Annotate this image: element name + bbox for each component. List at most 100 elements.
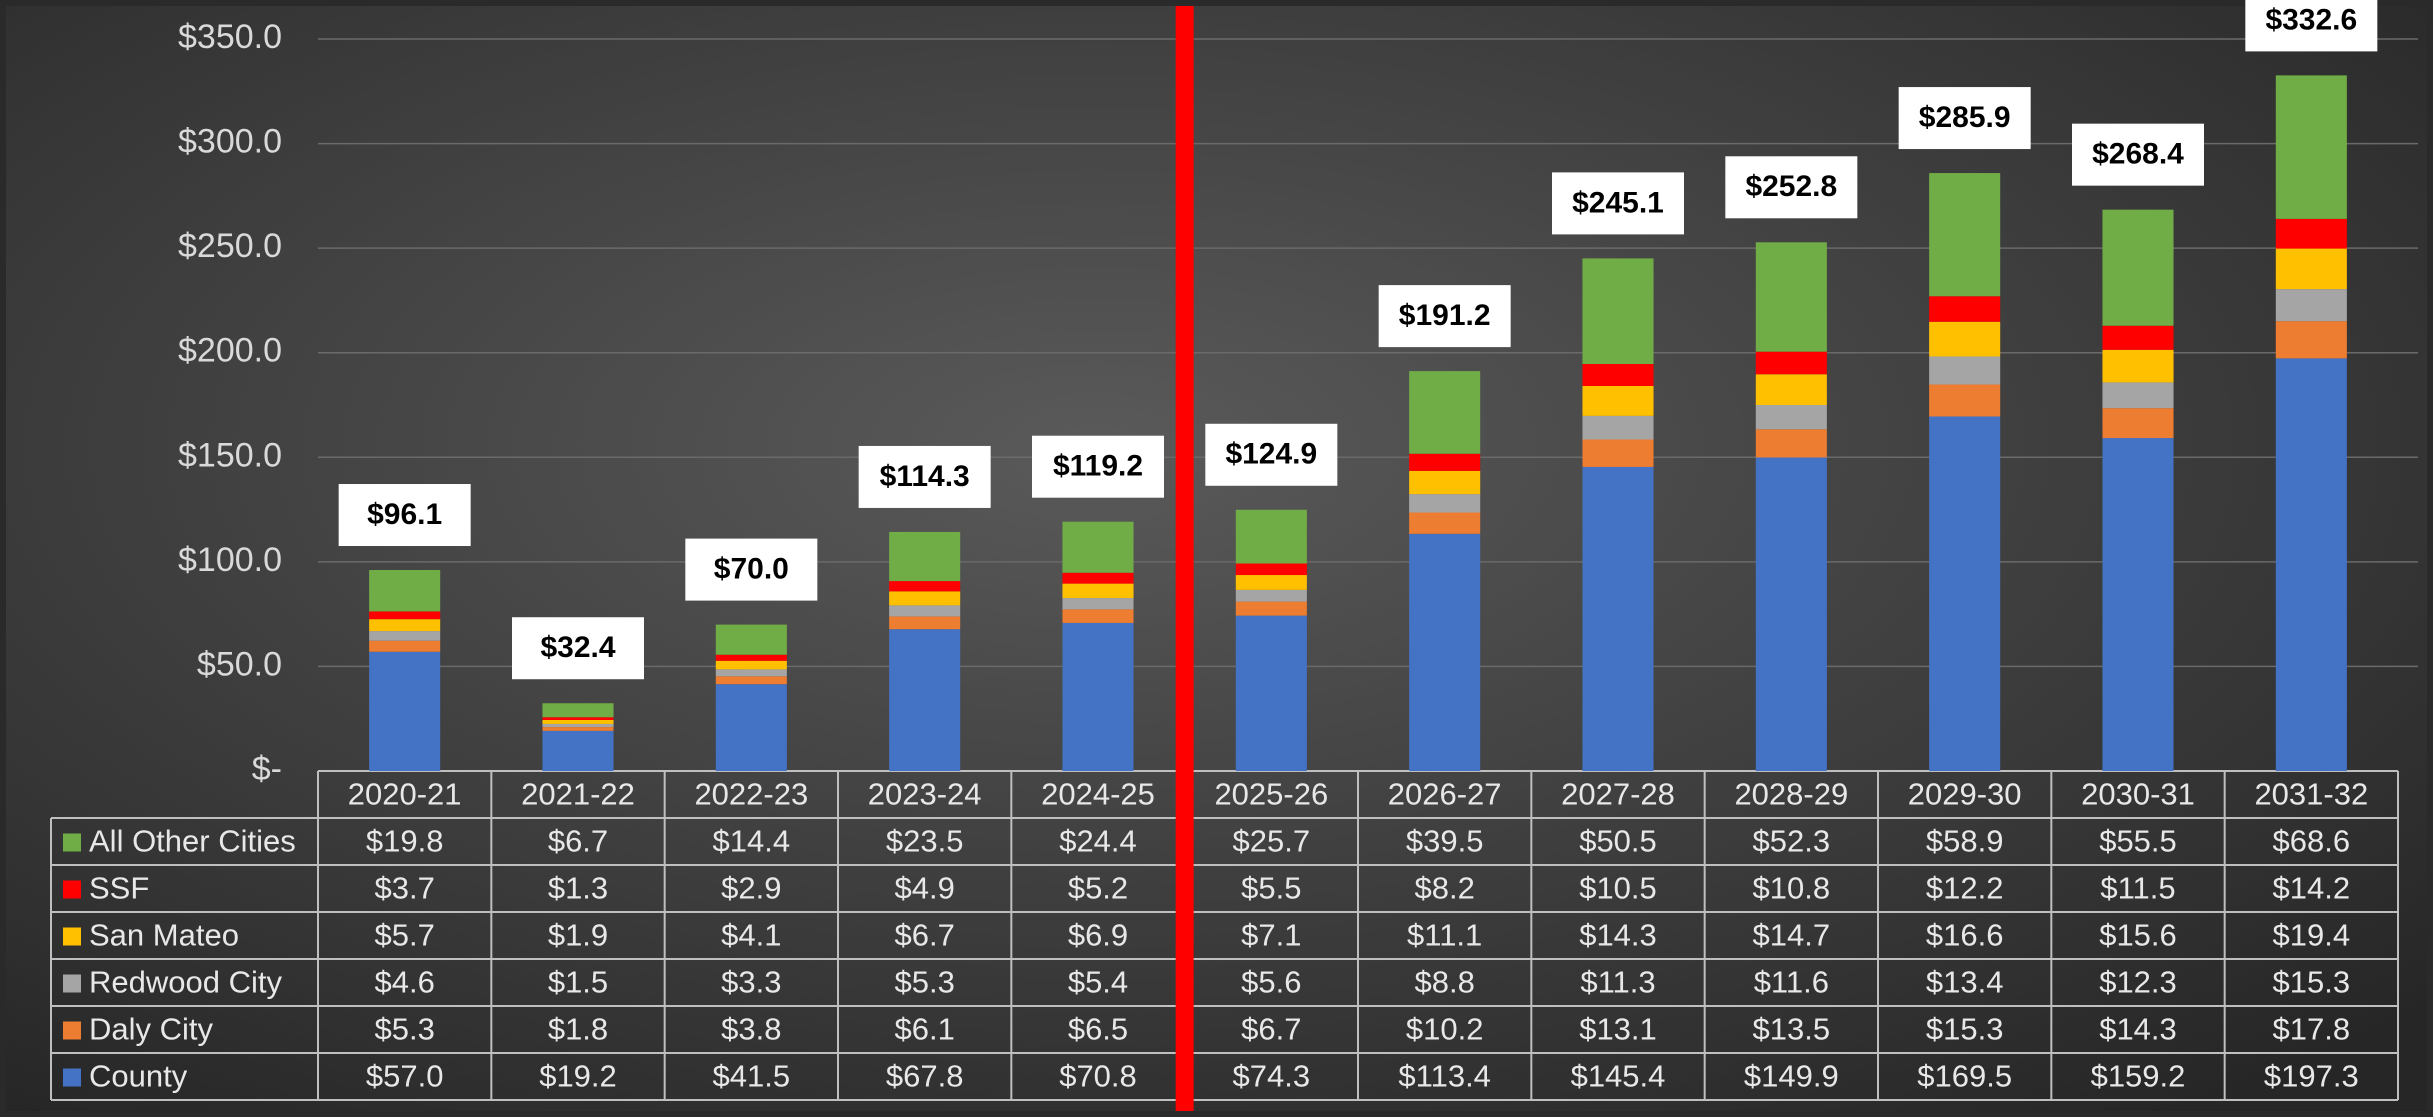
legend-label: All Other Cities: [89, 824, 296, 859]
total-label-box: [685, 538, 818, 601]
legend-label: San Mateo: [89, 918, 239, 953]
table-cell: $5.3: [894, 965, 954, 1000]
table-cell: $68.6: [2273, 824, 2351, 859]
bar-segment: [889, 581, 961, 592]
table-cell: $8.8: [1414, 965, 1474, 1000]
table-cell: $5.4: [1068, 965, 1128, 1000]
table-cell: $149.9: [1744, 1059, 1839, 1094]
total-label: $32.4: [540, 631, 615, 664]
y-tick-label: $100.0: [178, 541, 282, 579]
table-cell: $159.2: [2091, 1059, 2186, 1094]
table-cell: $6.7: [1241, 1012, 1301, 1047]
table-cell: $10.5: [1579, 871, 1657, 906]
table-cell: $10.8: [1753, 871, 1831, 906]
total-label: $285.9: [1919, 101, 2011, 134]
bar-segment: [715, 676, 787, 685]
bar-segment: [715, 660, 787, 670]
table-cell: $1.5: [548, 965, 608, 1000]
y-tick-label: $50.0: [197, 645, 282, 683]
bar-segment: [2275, 358, 2347, 771]
total-label-box: [2245, 0, 2378, 52]
total-label: $191.2: [1399, 299, 1491, 332]
table-cell: $19.8: [366, 824, 444, 859]
bar-segment: [1409, 494, 1481, 513]
bar-segment: [542, 727, 614, 731]
bar-segment: [715, 684, 787, 771]
table-cell: $6.9: [1068, 918, 1128, 953]
bar-segment: [1582, 258, 1654, 365]
bar-segment: [542, 730, 614, 771]
bar-segment: [369, 611, 441, 620]
legend-label: County: [89, 1059, 188, 1094]
total-label-box: [1032, 435, 1164, 498]
table-cell: $13.4: [1926, 965, 2004, 1000]
total-label: $332.6: [2265, 3, 2357, 36]
table-cell: $5.5: [1241, 871, 1301, 906]
x-tick-label: 2026-27: [1388, 777, 1502, 812]
table-cell: $2.9: [721, 871, 781, 906]
bar-segment: [1062, 598, 1134, 610]
table-cell: $67.8: [886, 1059, 964, 1094]
bar-segment: [1929, 296, 2001, 322]
table-cell: $169.5: [1917, 1059, 2012, 1094]
bar-segment: [369, 640, 441, 652]
table-cell: $14.3: [1579, 918, 1657, 953]
bar-segment: [715, 624, 787, 655]
table-cell: $19.4: [2273, 918, 2351, 953]
bar-segment: [542, 703, 614, 718]
bar-segment: [1582, 439, 1654, 467]
table-cell: $39.5: [1406, 824, 1484, 859]
bar-segment: [2102, 438, 2174, 771]
bar-segment: [2102, 349, 2174, 383]
bar-segment: [2275, 321, 2347, 359]
bar-segment: [1062, 622, 1134, 771]
table-cell: $15.3: [2273, 965, 2351, 1000]
bar-segment: [2102, 382, 2174, 409]
total-label-box: [1552, 172, 1684, 235]
bar-segment: [1235, 615, 1307, 771]
table-cell: $7.1: [1241, 918, 1301, 953]
bar-segment: [889, 605, 961, 617]
total-label-box: [1898, 87, 2031, 150]
table-cell: $4.1: [721, 918, 781, 953]
bar-segment: [369, 631, 441, 641]
bar-segment: [1929, 384, 2001, 417]
bar-segment: [542, 719, 614, 724]
legend-swatch: [63, 927, 81, 946]
bar-segment: [369, 570, 441, 612]
x-tick-label: 2030-31: [2081, 777, 2195, 812]
table-cell: $3.7: [374, 871, 434, 906]
table-cell: $25.7: [1233, 824, 1311, 859]
bar-segment: [1062, 609, 1134, 623]
table-cell: $15.3: [1926, 1012, 2004, 1047]
bar-segment: [369, 619, 441, 632]
bar-segment: [1755, 374, 1827, 405]
bar-segment: [1929, 173, 2001, 297]
legend-swatch: [63, 833, 81, 852]
table-cell: $70.8: [1059, 1059, 1137, 1094]
table-cell: $52.3: [1753, 824, 1831, 859]
table-cell: $5.2: [1068, 871, 1128, 906]
table-cell: $14.3: [2099, 1012, 2177, 1047]
total-label: $245.1: [1572, 186, 1664, 219]
x-tick-label: 2029-30: [1908, 777, 2022, 812]
bar-segment: [1235, 563, 1307, 576]
table-cell: $5.7: [374, 918, 434, 953]
x-tick-label: 2028-29: [1734, 777, 1848, 812]
bar-segment: [1929, 416, 2001, 771]
table-cell: $5.6: [1241, 965, 1301, 1000]
y-tick-label: $150.0: [178, 436, 282, 474]
total-label-box: [338, 484, 471, 547]
bar-segment: [889, 616, 961, 630]
legend-swatch: [63, 1021, 81, 1040]
table-cell: $12.3: [2099, 965, 2177, 1000]
bar-segment: [889, 531, 961, 582]
table-cell: $3.3: [721, 965, 781, 1000]
divider: [1175, 6, 1194, 1111]
table-cell: $6.5: [1068, 1012, 1128, 1047]
table-cell: $4.9: [894, 871, 954, 906]
bar-segment: [1755, 429, 1827, 458]
table-cell: $58.9: [1926, 824, 2004, 859]
x-tick-label: 2027-28: [1561, 777, 1675, 812]
